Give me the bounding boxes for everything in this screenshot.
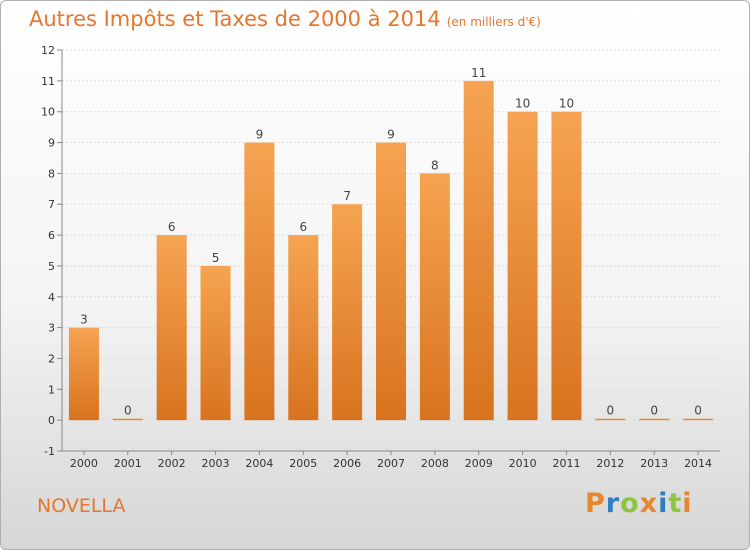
bar-2007 xyxy=(376,142,406,421)
x-tick-label-2011: 2011 xyxy=(552,457,580,470)
data-label-2013: 0 xyxy=(650,404,658,418)
chart-title-text: Autres Impôts et Taxes de 2000 à 2014 xyxy=(29,7,441,31)
logo-letter: i xyxy=(682,488,693,519)
data-label-2009: 11 xyxy=(471,66,486,80)
data-label-2001: 0 xyxy=(124,404,132,418)
x-tick-label-2006: 2006 xyxy=(333,457,361,470)
data-label-2004: 9 xyxy=(256,128,264,142)
data-label-2005: 6 xyxy=(299,220,307,234)
x-tick-label-2010: 2010 xyxy=(509,457,537,470)
y-tick-label: 0 xyxy=(48,414,55,427)
logo-letter: x xyxy=(639,488,659,519)
bar-2013 xyxy=(639,418,670,421)
data-label-2011: 10 xyxy=(559,97,574,111)
y-tick-label: 10 xyxy=(41,106,55,119)
logo-letter: r xyxy=(605,488,621,519)
data-label-2003: 5 xyxy=(212,251,220,265)
data-label-2010: 10 xyxy=(515,97,530,111)
y-tick-label: 8 xyxy=(48,167,55,180)
bar-2006 xyxy=(332,204,363,421)
y-tick-label: 7 xyxy=(48,198,55,211)
logo-letter: P xyxy=(585,488,606,519)
x-tick-label-2007: 2007 xyxy=(377,457,405,470)
bar-2000 xyxy=(68,327,99,421)
bar-2002 xyxy=(156,235,187,421)
bar-2003 xyxy=(200,265,231,421)
bars xyxy=(68,80,714,421)
y-tick-label: 9 xyxy=(48,137,55,150)
bar-2010 xyxy=(507,111,538,421)
chart-subtitle: (en milliers d'€) xyxy=(446,15,541,29)
bar-2008 xyxy=(419,173,450,421)
y-tick-label: 3 xyxy=(48,322,55,335)
data-label-2006: 7 xyxy=(343,189,351,203)
data-label-2000: 3 xyxy=(80,313,88,327)
x-tick-label-2014: 2014 xyxy=(684,457,712,470)
x-tick-label-2009: 2009 xyxy=(465,457,493,470)
y-tick-label: 5 xyxy=(48,260,55,273)
y-tick-label: 11 xyxy=(41,75,55,88)
bar-2014 xyxy=(683,418,714,421)
x-tick-label-2005: 2005 xyxy=(289,457,317,470)
chart-title: Autres Impôts et Taxes de 2000 à 2014 (en… xyxy=(29,7,541,31)
y-tick-label: -1 xyxy=(44,445,55,458)
proxiti-logo: Proxiti xyxy=(585,488,693,519)
data-label-2008: 8 xyxy=(431,158,439,172)
x-tick-label-2001: 2001 xyxy=(114,457,142,470)
bar-2005 xyxy=(288,235,319,421)
x-tick-label-2012: 2012 xyxy=(596,457,624,470)
data-label-2007: 9 xyxy=(387,128,395,142)
x-tick-label-2000: 2000 xyxy=(70,457,98,470)
bar-2012 xyxy=(595,418,626,421)
y-tick-label: 12 xyxy=(41,44,55,57)
data-label-2014: 0 xyxy=(694,404,702,418)
logo-letter: i xyxy=(658,488,669,519)
x-tick-label-2002: 2002 xyxy=(158,457,186,470)
x-tick-label-2008: 2008 xyxy=(421,457,449,470)
bar-2011 xyxy=(551,111,582,421)
bar-2009 xyxy=(463,80,494,421)
x-tick-label-2004: 2004 xyxy=(245,457,273,470)
data-label-2012: 0 xyxy=(607,404,615,418)
commune-name: NOVELLA xyxy=(37,495,126,517)
bar-2004 xyxy=(244,142,275,421)
x-tick-label-2003: 2003 xyxy=(202,457,230,470)
logo-letter: t xyxy=(668,488,683,519)
x-tick-label-2013: 2013 xyxy=(640,457,668,470)
y-tick-label: 4 xyxy=(48,291,55,304)
y-tick-label: 6 xyxy=(48,229,55,242)
y-tick-label: 1 xyxy=(48,383,55,396)
x-tick-labels: 2000 2001 2002 2003 2004 2005 2006 2007 2008 2009… xyxy=(70,451,712,470)
data-labels: 3 0 6 5 9 6 7 9 8 11 10 10 0 0 0 xyxy=(80,66,702,418)
logo-letter: o xyxy=(620,488,640,519)
bar-2001 xyxy=(112,418,143,421)
data-label-2002: 6 xyxy=(168,220,176,234)
y-tick-label: 2 xyxy=(48,352,55,365)
